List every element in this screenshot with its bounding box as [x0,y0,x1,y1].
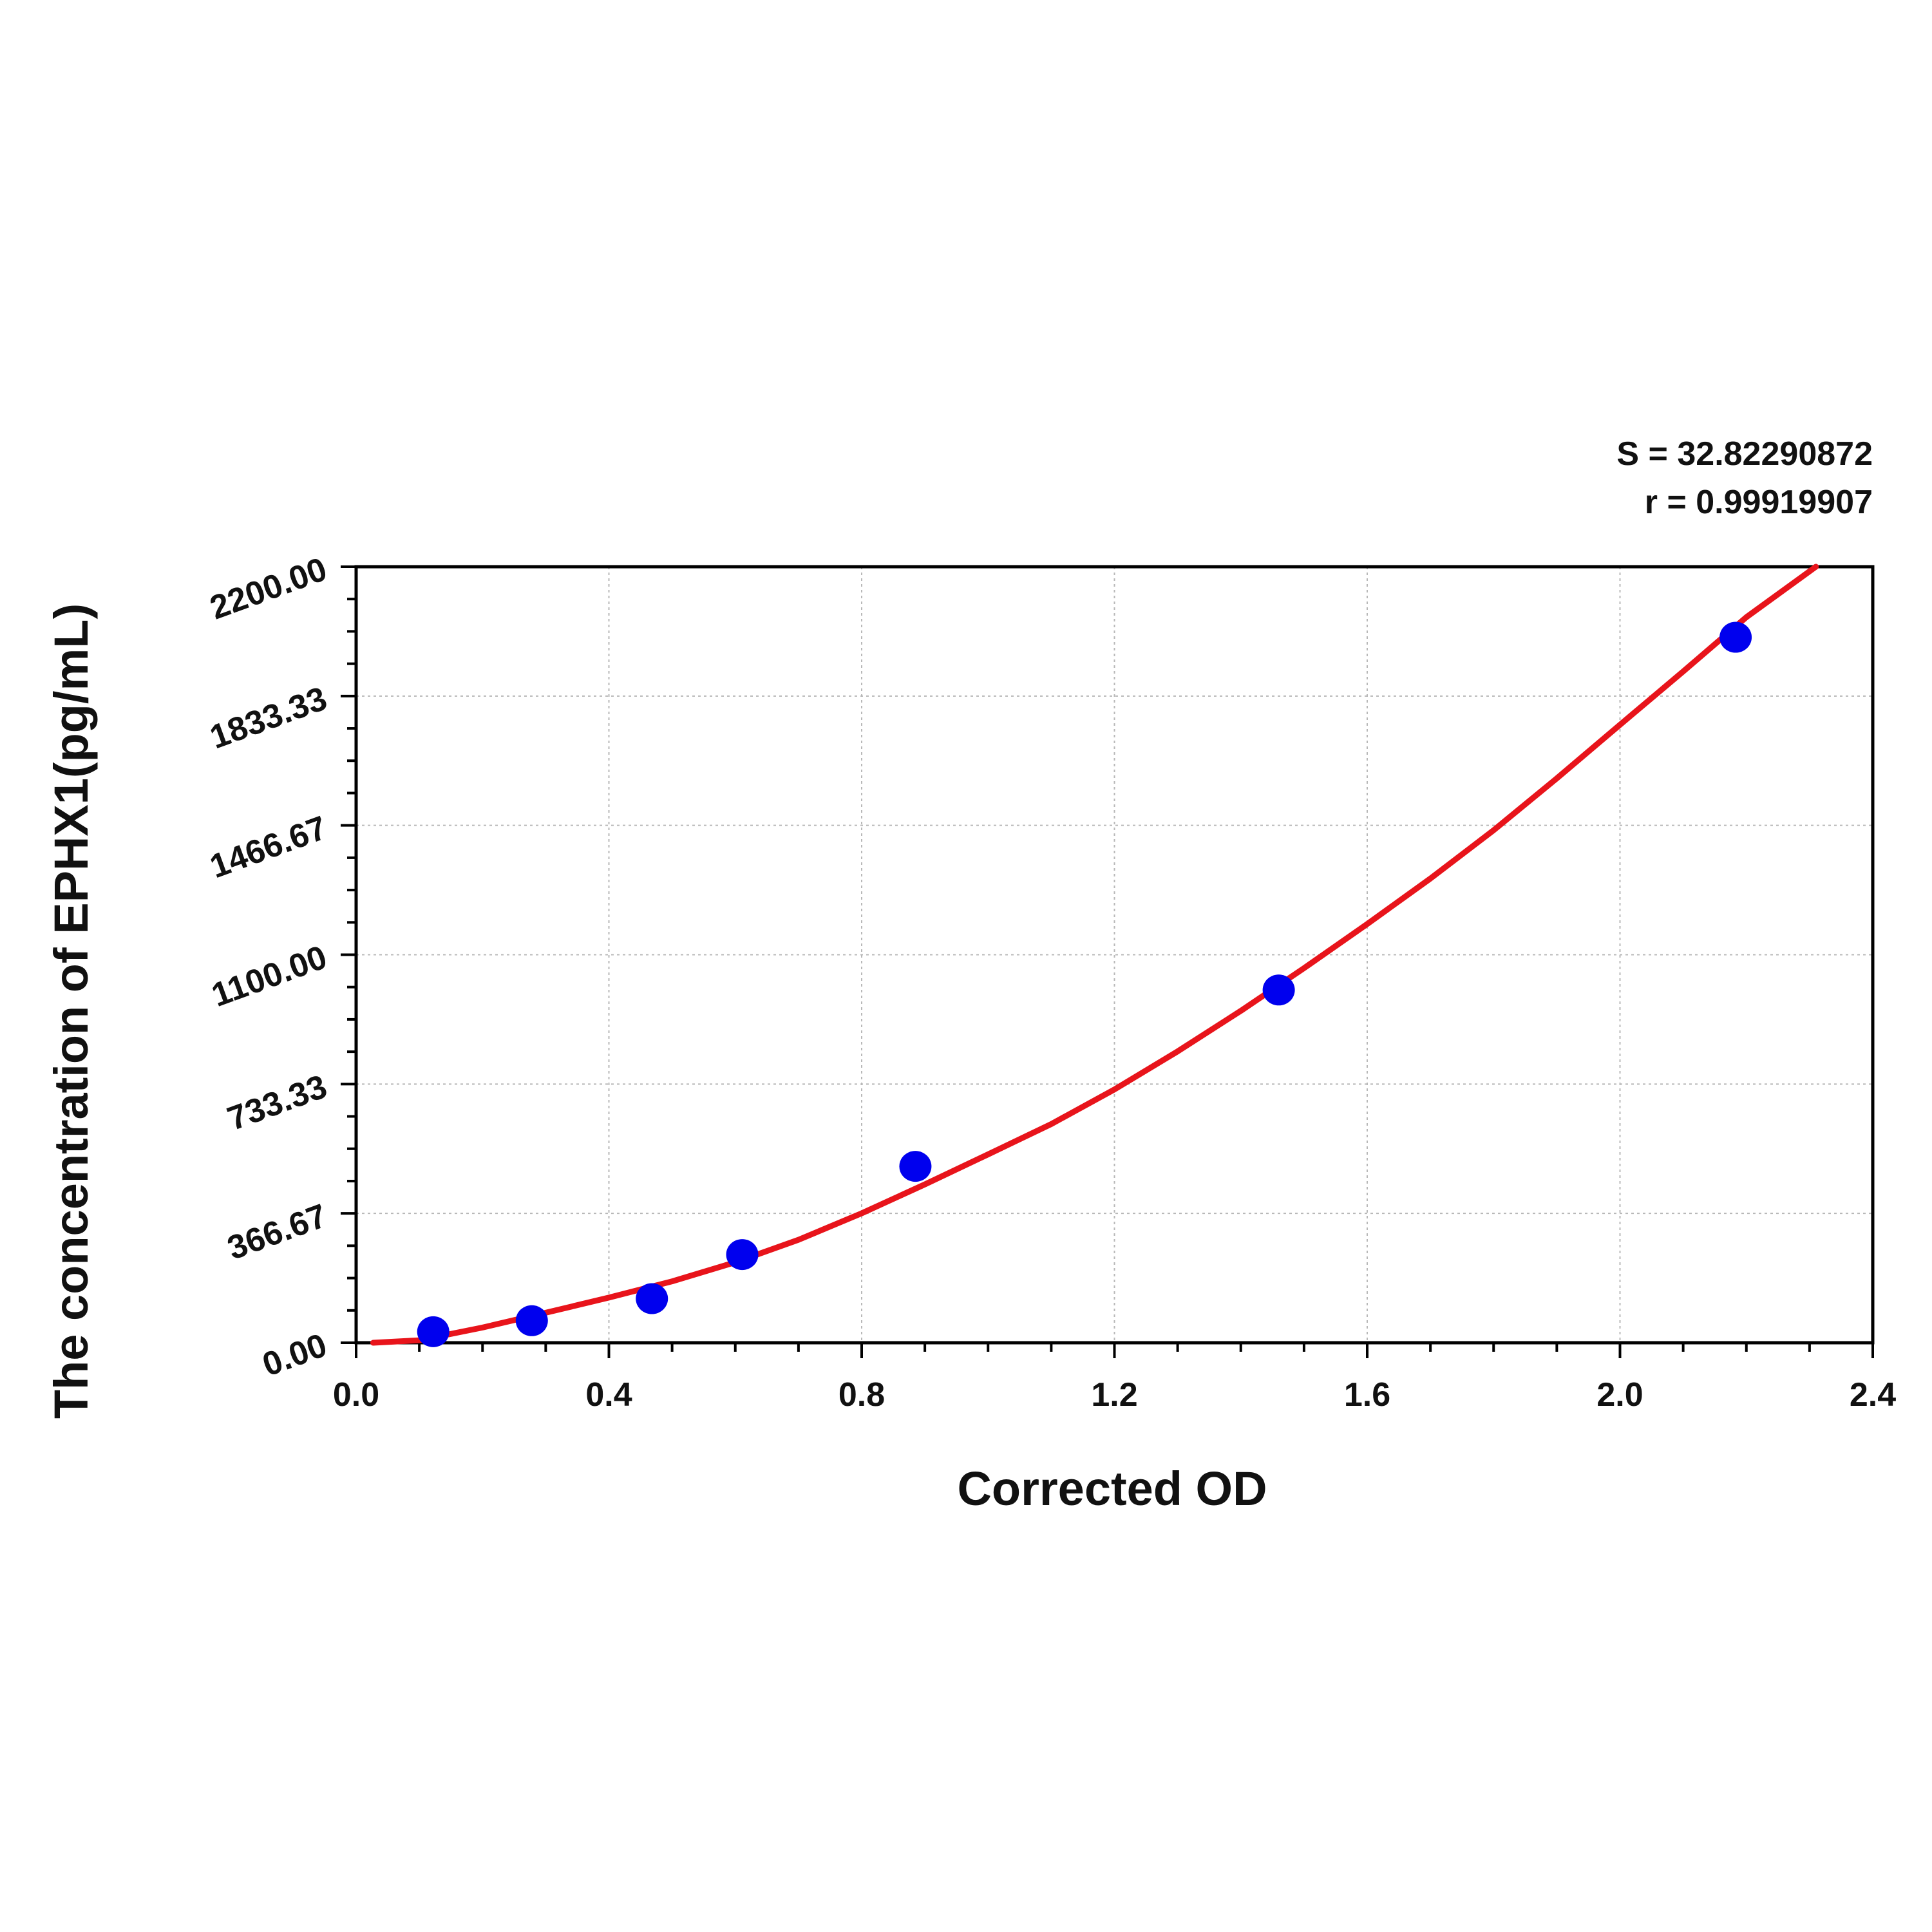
data-points-layer [417,621,1752,1347]
y-tick-label: 2200.00 [205,551,332,627]
y-tick-label: 1100.00 [207,938,332,1014]
x-axis-ticks: 0.0 0.4 0.8 1.2 1.6 2.0 2.4 [333,1343,1896,1414]
y-tick-label: 0.00 [258,1327,332,1384]
x-tick-label: 0.4 [585,1376,632,1414]
fit-curve [370,564,1819,1346]
y-tick-label: 733.33 [223,1068,332,1138]
x-tick-label: 1.2 [1091,1376,1137,1414]
data-point [515,1305,548,1336]
y-axis-title: The concentration of EPHX1(pg/mL) [44,603,98,1419]
y-tick-label: 1833.33 [205,680,332,757]
s-statistic: S = 32.82290872 [1616,435,1873,473]
fit-curve-layer [370,564,1819,1346]
data-point [417,1316,450,1347]
x-tick-label: 0.8 [838,1376,885,1414]
minor-ticks [347,598,1811,1352]
x-tick-label: 2.4 [1850,1376,1896,1414]
x-tick-label: 1.6 [1344,1376,1390,1414]
y-tick-label: 1466.67 [205,809,332,886]
x-tick-label: 0.0 [333,1376,379,1414]
x-tick-label: 2.0 [1596,1376,1643,1414]
data-point [636,1283,668,1314]
y-tick-label: 366.67 [223,1197,332,1267]
data-point [1719,621,1752,653]
y-axis-ticks: 0.00 366.67 733.33 1100.00 1466.67 1833.33 220… [205,551,356,1384]
r-statistic: r = 0.99919907 [1645,484,1873,521]
data-point [726,1239,759,1271]
x-axis-title: Corrected OD [957,1462,1267,1515]
data-point [1262,974,1295,1006]
grid [356,567,1873,1343]
data-point [899,1151,932,1182]
